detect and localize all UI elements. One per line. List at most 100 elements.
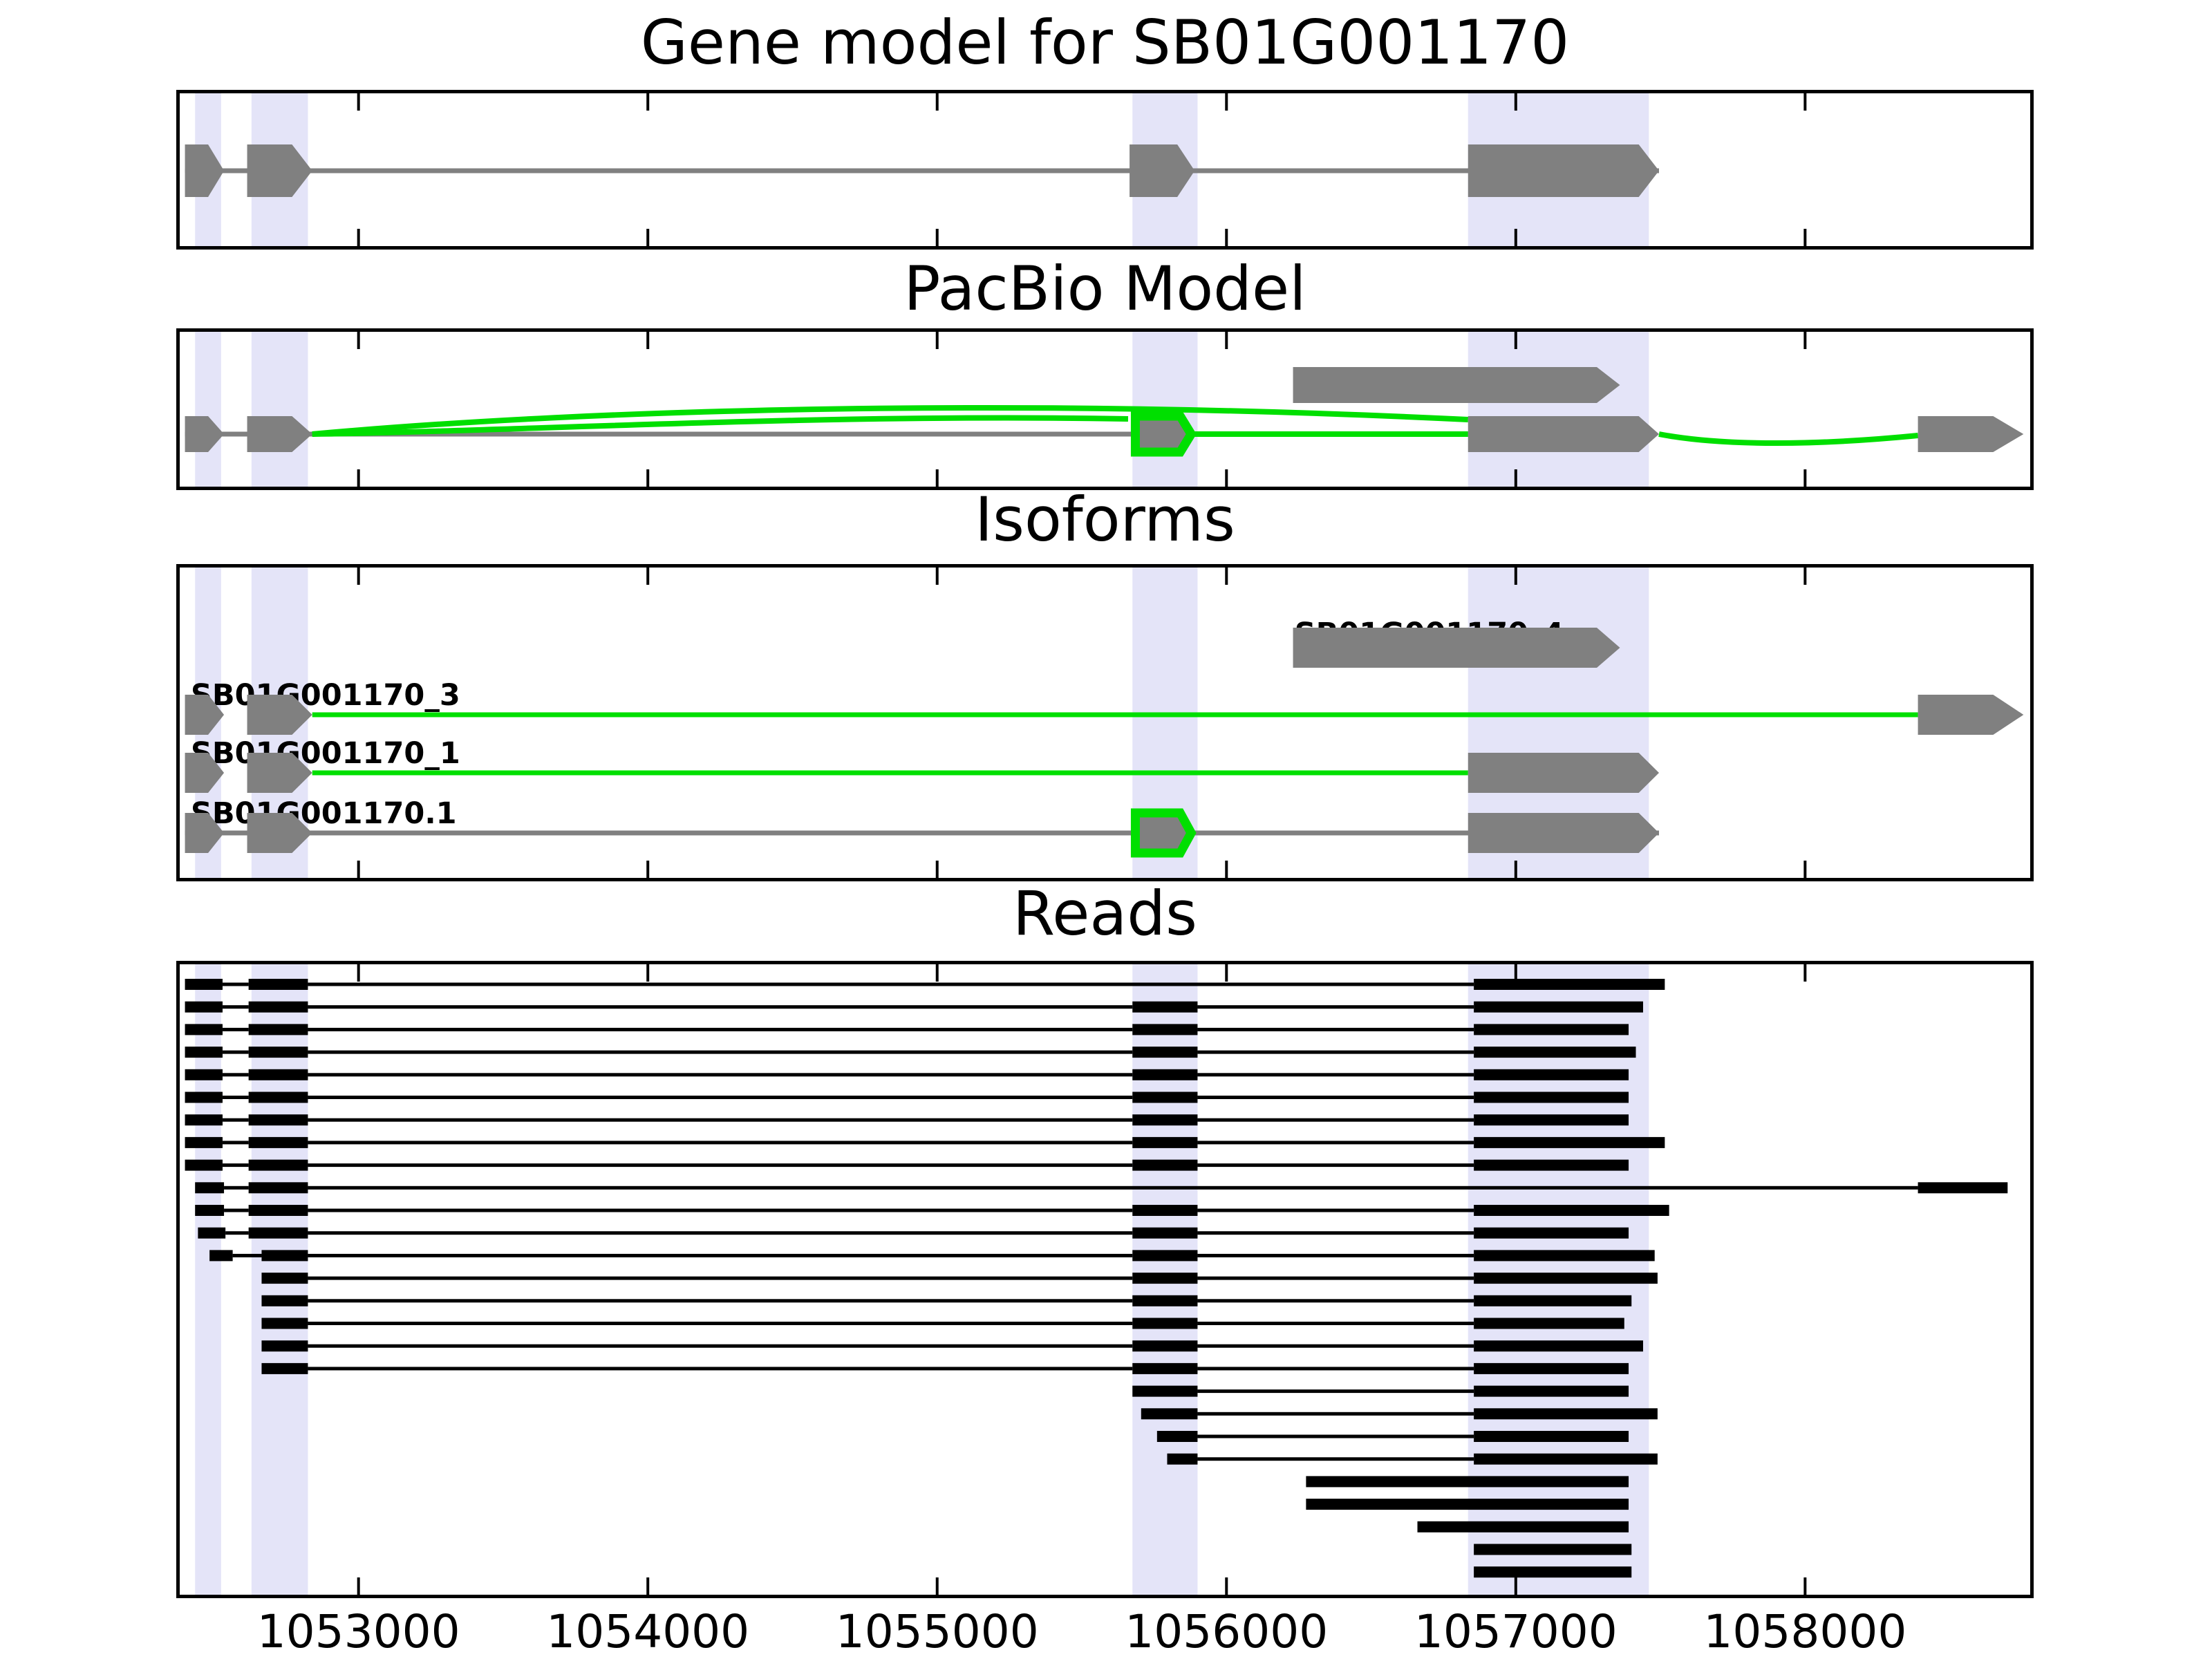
read-intron-line (1197, 1412, 1474, 1416)
read-exon-block (1474, 1114, 1629, 1126)
x-tick-label: 1055000 (835, 1605, 1039, 1658)
x-tick-label: 1053000 (256, 1605, 460, 1658)
axis-tick (646, 861, 650, 881)
axis-tick (1803, 229, 1807, 250)
read-intron-line (224, 1185, 249, 1190)
read-exon-block (195, 1205, 225, 1216)
read-row (261, 1295, 1632, 1306)
exon (1918, 416, 2024, 452)
read-intron-line (1197, 1299, 1474, 1303)
read-row (1474, 1544, 1632, 1555)
intron-line (185, 431, 1468, 437)
read-row (185, 1069, 1629, 1080)
read-row (1167, 1453, 1658, 1465)
axis-tick (1803, 961, 1807, 982)
read-exon-block (1132, 1340, 1198, 1352)
read-intron-line (222, 1073, 249, 1077)
isoform-label: SB01G001170_3 (191, 678, 460, 713)
axis-tick (1514, 328, 1517, 349)
axis-tick (935, 861, 939, 881)
read-exon-block (1132, 1047, 1198, 1058)
read-intron-line (1197, 1208, 1474, 1212)
exon (1468, 416, 1659, 452)
panel-border (176, 90, 2034, 250)
read-exon-block (261, 1295, 308, 1306)
read-intron-line (222, 982, 249, 986)
read-exon-block (248, 1114, 308, 1126)
exon (1468, 813, 1659, 853)
read-intron-line (1197, 1231, 1474, 1235)
read-intron-line (308, 1027, 1133, 1031)
read-intron-line (222, 1005, 249, 1009)
read-exon-block (1132, 1318, 1198, 1329)
read-intron-line (308, 1118, 1133, 1122)
read-row (1156, 1431, 1629, 1442)
read-exon-block (1132, 1385, 1198, 1397)
read-row (261, 1362, 1629, 1374)
read-row (185, 1091, 1629, 1103)
read-exon-block (248, 1205, 308, 1216)
read-exon-block (1132, 1091, 1198, 1103)
read-exon-block (1474, 1408, 1658, 1420)
read-exon-block (1132, 1159, 1198, 1171)
read-intron-line (1197, 1276, 1474, 1280)
read-intron-line (225, 1231, 249, 1235)
read-intron-line (1197, 1322, 1474, 1325)
read-exon-block (195, 1182, 225, 1194)
axis-tick (1803, 90, 1807, 111)
axis-tick (1225, 328, 1228, 349)
read-exon-block (1474, 1047, 1636, 1058)
read-exon-block (1474, 1069, 1629, 1080)
read-exon-block (1474, 1136, 1665, 1148)
read-exon-block (1474, 1318, 1624, 1329)
axis-tick (1803, 861, 1807, 881)
axis-tick (1225, 961, 1228, 982)
axis-tick (357, 469, 360, 490)
axis-tick (935, 961, 939, 982)
read-row (1306, 1499, 1629, 1510)
read-intron-line (308, 1231, 1133, 1235)
read-exon-block (1474, 1205, 1669, 1216)
axis-tick (1514, 229, 1517, 250)
read-intron-line (308, 1141, 1133, 1145)
read-intron-line (1197, 1005, 1474, 1009)
read-intron-line (222, 1118, 249, 1122)
axis-tick (357, 564, 360, 585)
read-intron-line (222, 1141, 249, 1145)
read-intron-line (308, 1276, 1133, 1280)
read-row (261, 1273, 1658, 1284)
panel-border (176, 328, 2034, 490)
axis-tick (646, 90, 650, 111)
read-intron-line (1197, 1434, 1474, 1438)
axis-tick (646, 1577, 650, 1598)
read-row (1474, 1566, 1632, 1578)
panel-border (176, 961, 2034, 1598)
read-exon-block (1132, 1250, 1198, 1262)
axis-tick (646, 469, 650, 490)
read-row (1132, 1385, 1629, 1397)
read-exon-block (185, 1024, 223, 1035)
read-row (185, 1159, 1629, 1171)
axis-tick (935, 90, 939, 111)
axis-tick (646, 961, 650, 982)
read-exon-block (1306, 1476, 1629, 1488)
intron-line (1192, 431, 1468, 437)
read-exon-block (1474, 1385, 1629, 1397)
title-pacbio-model: PacBio Model (903, 253, 1306, 324)
axis-tick (357, 328, 360, 349)
read-exon-block (1132, 1001, 1198, 1013)
read-row (185, 1001, 1643, 1013)
exon (1468, 144, 1659, 197)
panel-isoforms: SB01G001170_4SB01G001170_3SB01G001170_1S… (176, 564, 2034, 881)
title-reads: Reads (1013, 878, 1197, 949)
read-row (1306, 1476, 1629, 1488)
read-exon-block (1474, 1453, 1658, 1465)
exon (1468, 753, 1659, 793)
read-exon-block (248, 979, 308, 990)
read-intron-line (1197, 1367, 1474, 1371)
axis-tick (357, 229, 360, 250)
axis-tick (935, 564, 939, 585)
read-exon-block (1474, 1566, 1632, 1578)
read-intron-line (308, 1322, 1133, 1325)
